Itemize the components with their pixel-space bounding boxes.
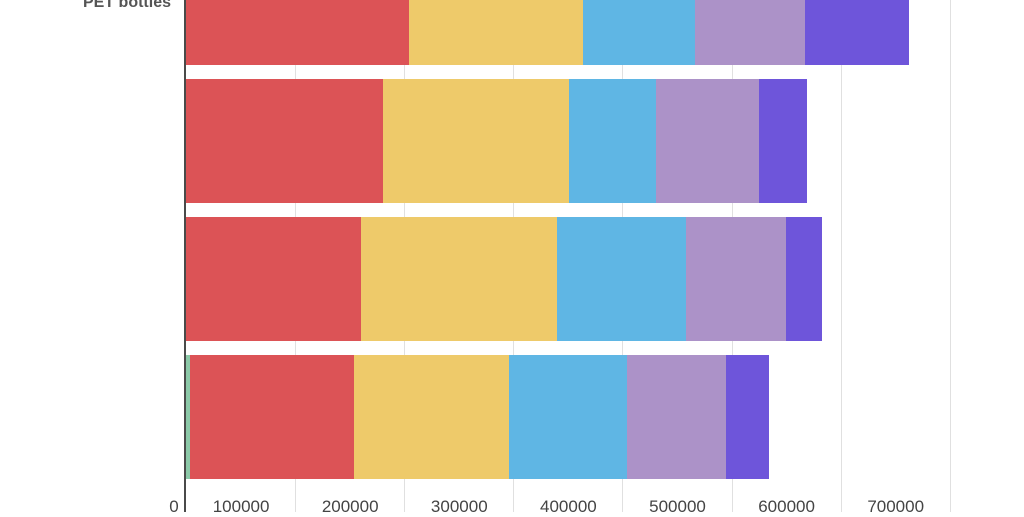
bar-segment-blue[interactable] [556,217,686,341]
bar-row [0,355,1024,479]
bar-segment-teal[interactable] [186,355,191,479]
bar-segment-lilac[interactable] [685,217,787,341]
bar-segment-red[interactable] [186,79,384,203]
bar-segment-lilac[interactable] [656,79,759,203]
bar-segment-violet[interactable] [786,217,823,341]
bar-segment-violet[interactable] [804,0,910,65]
y-axis-line [184,0,186,512]
bar-segment-yellow[interactable] [354,355,509,479]
gridline [950,0,951,512]
x-tick-label: 400000 [540,497,597,516]
bar-segment-yellow[interactable] [408,0,584,65]
bar-segment-yellow[interactable] [360,217,557,341]
bar-row [0,79,1024,203]
x-tick-label: 700000 [867,497,925,516]
bar-segment-lilac[interactable] [626,355,727,479]
bar-segment-blue[interactable] [508,355,627,479]
bar-row [0,217,1024,341]
x-tick-label: 600000 [758,497,815,516]
bar-segment-red[interactable] [186,0,409,65]
bar-segment-red[interactable] [190,355,354,479]
x-tick-label: 500000 [649,497,706,516]
x-tick-label: 100000 [212,497,270,516]
bar-segment-blue[interactable] [568,79,657,203]
bar-segment-blue[interactable] [583,0,696,65]
x-tick-label: 300000 [430,497,488,516]
x-tick-label: 0 [169,497,179,516]
x-tick-label: 200000 [321,497,379,516]
bar-segment-violet[interactable] [726,355,769,479]
bar-row [0,0,1024,65]
bar-segment-violet[interactable] [758,79,807,203]
gridline [841,0,842,512]
bar-segment-yellow[interactable] [383,79,569,203]
bar-segment-red[interactable] [186,217,361,341]
category-label-pet-bottles: PET bottles [82,0,171,11]
bar-segment-lilac[interactable] [695,0,805,65]
